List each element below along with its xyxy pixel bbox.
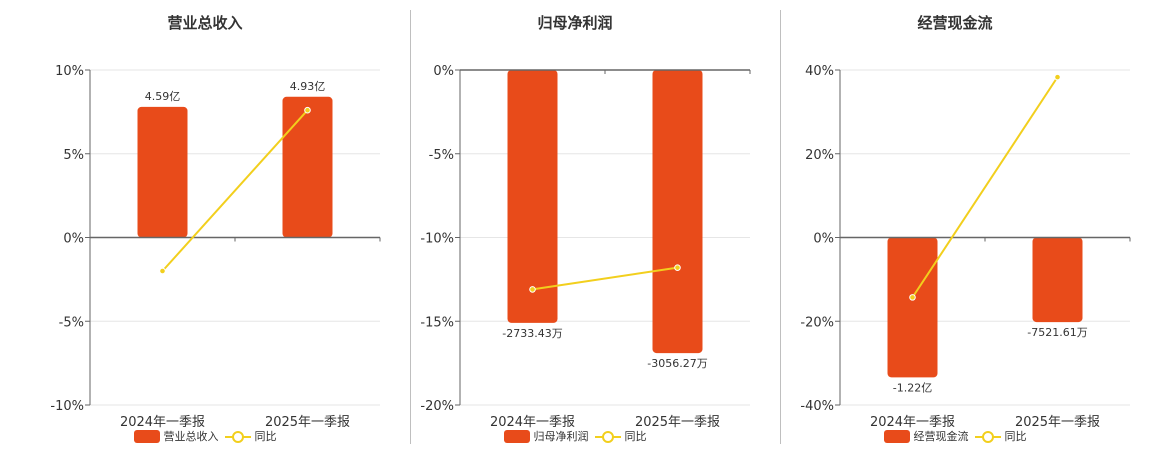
legend-item-bar[interactable]: 归母净利润 [503, 428, 589, 444]
yoy-line [161, 109, 309, 272]
y-tick-label: -10% [50, 399, 84, 414]
bar [507, 70, 558, 323]
legend: 归母净利润 同比 [370, 428, 780, 444]
y-tick-label: -15% [420, 315, 454, 330]
yoy-point [1054, 73, 1061, 81]
panel-divider [410, 10, 411, 444]
x-category-label: 2025年一季报 [1015, 415, 1100, 430]
legend-line-swatch [974, 430, 1001, 443]
legend-label-line: 同比 [254, 430, 277, 443]
y-tick-label: 10% [55, 64, 84, 79]
bar [887, 237, 938, 378]
legend-item-line[interactable]: 同比 [594, 428, 647, 444]
chart-panel-revenue: 营业总收入 10% 5% 0% -5% -10% 4.59亿 4.93亿 2024年一季报 20… [0, 0, 410, 450]
legend-bar-swatch [883, 429, 910, 443]
y-tick-label: -40% [800, 399, 834, 414]
legend-bar-swatch [503, 429, 530, 443]
bar-value-label: -7521.61万 [1027, 326, 1087, 339]
y-tick-label: 5% [63, 148, 84, 163]
legend-label-line: 同比 [624, 430, 647, 443]
yoy-point [304, 106, 311, 114]
bar [652, 70, 703, 354]
bar-value-label: 4.59亿 [145, 90, 181, 103]
legend-label-bar: 经营现金流 [913, 430, 969, 443]
y-tick-label: -10% [420, 232, 454, 247]
chart-title: 归母净利润 [537, 14, 613, 32]
legend-item-bar[interactable]: 经营现金流 [883, 428, 969, 444]
legend-line-swatch [224, 430, 251, 443]
legend-line-swatch [594, 430, 621, 443]
legend: 经营现金流 同比 [750, 428, 1160, 444]
bar-value-label: -1.22亿 [893, 381, 932, 394]
y-tick-label: -5% [59, 315, 84, 330]
bar [1032, 237, 1083, 323]
panel-divider [780, 10, 781, 444]
bar [282, 96, 333, 238]
yoy-point [674, 264, 681, 271]
chart-title: 营业总收入 [167, 14, 243, 32]
bar [137, 106, 188, 238]
chart-svg: 40% 20% 0% -20% -40% -1.22亿 -7521.61万 2024年一季报 2… [800, 64, 1131, 430]
legend-item-bar[interactable]: 营业总收入 [133, 428, 219, 444]
legend: 营业总收入 同比 [0, 428, 410, 444]
y-tick-label: 0% [813, 232, 834, 247]
chart-panel-cash-flow: 经营现金流 40% 20% 0% -20% -40% -1.22亿 -7521.61万 202… [750, 0, 1160, 450]
bar-value-label: -3056.27万 [647, 357, 707, 370]
yoy-point [159, 267, 166, 275]
y-tick-label: 0% [433, 64, 454, 79]
chart-svg: 0% -5% -10% -15% -20% -2733.43万 -3056.27万 2024年… [420, 64, 751, 430]
legend-label-bar: 营业总收入 [163, 430, 219, 443]
x-category-label: 2025年一季报 [635, 415, 720, 430]
yoy-line [911, 76, 1059, 298]
y-tick-label: 40% [805, 64, 834, 79]
legend-label-line: 同比 [1004, 430, 1027, 443]
chart-svg: 10% 5% 0% -5% -10% 4.59亿 4.93亿 2024年一季报 2025年一季报 [50, 64, 381, 430]
bar-value-label: 4.93亿 [290, 80, 326, 93]
legend-item-line[interactable]: 同比 [224, 428, 277, 444]
yoy-point [909, 294, 916, 301]
y-tick-label: 20% [805, 148, 834, 163]
x-category-label: 2025年一季报 [265, 415, 350, 430]
legend-item-line[interactable]: 同比 [974, 428, 1027, 444]
x-category-label: 2024年一季报 [490, 415, 575, 430]
legend-bar-swatch [133, 429, 160, 443]
x-category-label: 2024年一季报 [870, 415, 955, 430]
bar-value-label: -2733.43万 [502, 327, 562, 340]
y-tick-label: 0% [63, 232, 84, 247]
chart-title: 经营现金流 [917, 14, 993, 32]
yoy-point [529, 286, 536, 293]
y-tick-label: -20% [420, 399, 454, 414]
x-category-label: 2024年一季报 [120, 415, 205, 430]
chart-panel-net-profit: 归母净利润 0% -5% -10% -15% -20% -2733.43万 -3056.27… [370, 0, 780, 450]
y-tick-label: -5% [429, 148, 454, 163]
legend-label-bar: 归母净利润 [533, 430, 589, 443]
y-tick-label: -20% [800, 315, 834, 330]
yoy-line [532, 266, 678, 291]
